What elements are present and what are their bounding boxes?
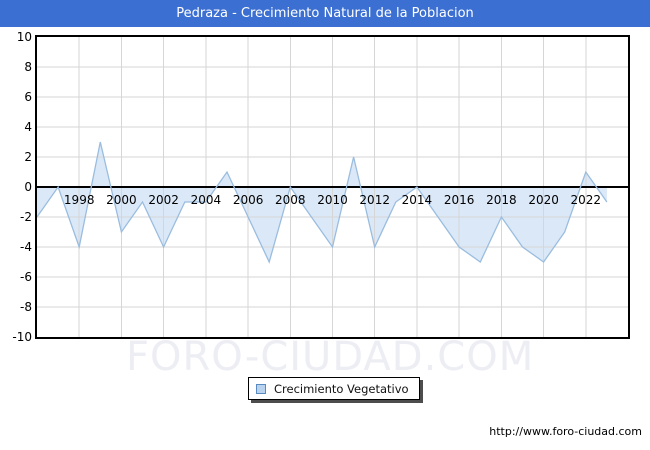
data-line	[37, 141, 608, 264]
x-tick-label: 2002	[148, 193, 179, 207]
y-tick-label: -4	[20, 240, 32, 254]
y-tick-label: 4	[24, 120, 32, 134]
y-tick-label: 10	[16, 30, 32, 44]
area-fill	[37, 142, 607, 262]
x-tick-label: 2018	[486, 193, 517, 207]
legend-swatch-icon	[256, 383, 266, 394]
x-tick-label: 2020	[528, 193, 559, 207]
y-tick-label: -10	[12, 330, 32, 344]
y-tick-label: 8	[24, 60, 32, 74]
x-tick-label: 2004	[191, 193, 222, 207]
y-tick-label: -8	[20, 300, 32, 314]
x-tick-label: 2014	[402, 193, 433, 207]
legend: Crecimiento Vegetativo	[248, 377, 420, 400]
y-tick-label: 6	[24, 90, 32, 104]
footer-url: http://www.foro-ciudad.com	[489, 425, 642, 438]
legend-label: Crecimiento Vegetativo	[274, 381, 409, 396]
y-tick-label: 2	[24, 150, 32, 164]
x-tick-label: 1998	[64, 193, 95, 207]
x-tick-label: 2006	[233, 193, 264, 207]
x-tick-label: 2022	[571, 193, 602, 207]
x-tick-label: 2000	[106, 193, 137, 207]
area-chart: 1998 2000 2002 2004 2006 2008 2010 2012 2014 2016…	[37, 37, 628, 337]
x-tick-label: 2016	[444, 193, 475, 207]
plot-area: 1998 2000 2002 2004 2006 2008 2010 2012 2014 2016…	[35, 35, 630, 339]
watermark: FORO-CIUDAD.COM	[126, 334, 535, 380]
y-tick-label: 0	[24, 180, 32, 194]
x-tick-label: 2008	[275, 193, 306, 207]
page-title: Pedraza - Crecimiento Natural de la Pobl…	[0, 0, 650, 27]
y-tick-label: -6	[20, 270, 32, 284]
y-tick-label: -2	[20, 210, 32, 224]
x-tick-label: 2012	[359, 193, 390, 207]
x-tick-label: 2010	[317, 193, 348, 207]
